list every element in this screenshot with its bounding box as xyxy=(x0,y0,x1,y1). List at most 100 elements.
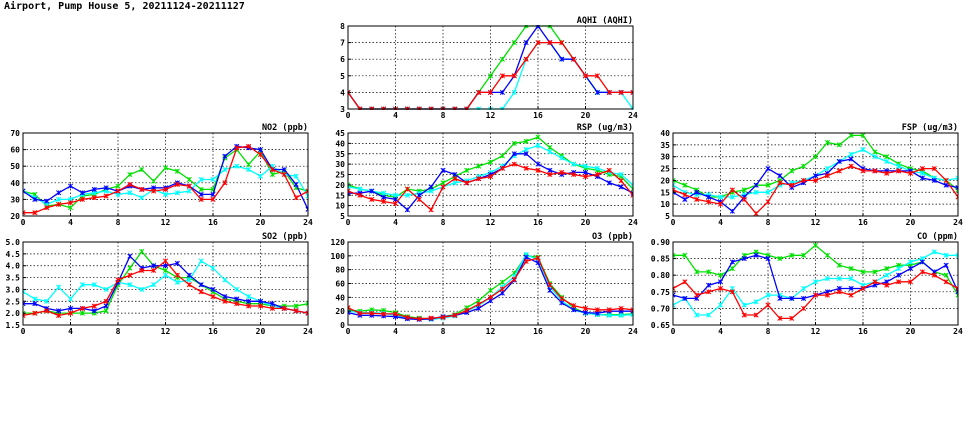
data-point xyxy=(884,170,890,176)
data-point xyxy=(547,149,553,155)
data-point xyxy=(931,166,937,172)
data-point xyxy=(547,144,553,151)
data-point xyxy=(872,279,878,285)
data-point xyxy=(511,40,517,46)
y-tick-label: 0.65 xyxy=(651,321,670,330)
series-group xyxy=(23,248,308,319)
data-point xyxy=(23,289,26,295)
data-point xyxy=(293,181,299,188)
data-point xyxy=(162,263,169,269)
x-tick-label: 4 xyxy=(68,327,73,336)
series-group xyxy=(348,134,633,213)
data-point xyxy=(91,282,97,288)
y-tick-label: 0.80 xyxy=(651,271,670,280)
data-point xyxy=(127,265,133,271)
chart-title: NO2 (ppb) xyxy=(262,123,308,133)
data-point xyxy=(535,142,541,149)
data-point xyxy=(673,302,676,308)
data-point xyxy=(523,258,529,264)
data-point xyxy=(246,293,252,300)
data-point xyxy=(618,89,624,95)
data-point xyxy=(44,205,50,211)
data-point xyxy=(234,286,240,292)
data-point xyxy=(79,305,85,311)
data-point xyxy=(523,40,529,46)
y-tick-label: 2.0 xyxy=(6,309,21,318)
data-point xyxy=(884,266,890,272)
data-point xyxy=(32,210,38,216)
data-point xyxy=(127,190,133,196)
y-tick-label: 40 xyxy=(660,129,670,138)
data-point xyxy=(269,171,275,178)
data-point xyxy=(198,289,204,295)
data-point xyxy=(955,175,958,181)
data-point xyxy=(824,173,830,179)
data-point xyxy=(741,256,747,262)
y-tick-label: 45 xyxy=(335,129,345,138)
data-point xyxy=(151,267,157,274)
data-point xyxy=(476,176,482,182)
data-point xyxy=(348,188,351,194)
data-point xyxy=(234,163,240,169)
data-point xyxy=(139,267,145,274)
x-tick-label: 24 xyxy=(953,218,963,227)
data-point xyxy=(896,163,902,169)
data-point xyxy=(281,305,287,311)
data-point xyxy=(860,269,866,275)
data-point xyxy=(198,176,204,183)
y-tick-label: 15 xyxy=(335,191,345,200)
data-point xyxy=(23,301,26,307)
data-point xyxy=(801,177,807,183)
data-point xyxy=(416,316,422,322)
data-point xyxy=(56,190,62,196)
data-point xyxy=(729,289,735,295)
y-tick-label: 40 xyxy=(10,179,20,188)
x-tick-label: 16 xyxy=(858,327,868,336)
data-point xyxy=(535,134,541,140)
data-point xyxy=(559,169,565,175)
data-point xyxy=(741,196,747,202)
data-point xyxy=(246,166,252,173)
data-point xyxy=(79,310,85,316)
data-point xyxy=(186,188,192,194)
data-point xyxy=(682,279,688,285)
data-point xyxy=(717,201,724,207)
data-point xyxy=(476,163,482,169)
data-point xyxy=(369,310,375,316)
data-point xyxy=(222,166,228,173)
x-tick-label: 12 xyxy=(486,218,496,227)
data-point xyxy=(848,156,854,162)
data-point xyxy=(618,305,624,311)
data-point xyxy=(884,158,890,165)
x-tick-label: 12 xyxy=(811,218,821,227)
data-point xyxy=(511,140,517,146)
data-point xyxy=(511,276,517,282)
data-point xyxy=(348,182,351,188)
data-point xyxy=(127,171,133,178)
data-point xyxy=(535,40,541,46)
y-tick-label: 20 xyxy=(660,176,670,185)
data-point xyxy=(559,56,565,62)
data-point xyxy=(594,307,600,313)
data-point xyxy=(559,155,565,161)
data-point xyxy=(606,180,612,186)
x-tick-label: 8 xyxy=(116,327,121,336)
data-point xyxy=(777,295,783,301)
data-point xyxy=(257,303,264,309)
data-point xyxy=(198,186,204,192)
data-point xyxy=(618,312,624,318)
data-point xyxy=(812,242,819,248)
chart-title: RSP (ug/m3) xyxy=(577,123,633,133)
data-point xyxy=(67,200,74,206)
data-point xyxy=(440,180,446,186)
data-point xyxy=(499,56,505,62)
data-point xyxy=(210,286,216,292)
data-point xyxy=(872,168,878,174)
data-point xyxy=(404,207,410,213)
data-point xyxy=(753,211,759,217)
y-tick-label: 4.0 xyxy=(6,262,21,271)
y-tick-label: 30 xyxy=(660,153,670,162)
data-point xyxy=(103,303,109,309)
data-point xyxy=(210,293,216,300)
data-point xyxy=(381,194,387,200)
